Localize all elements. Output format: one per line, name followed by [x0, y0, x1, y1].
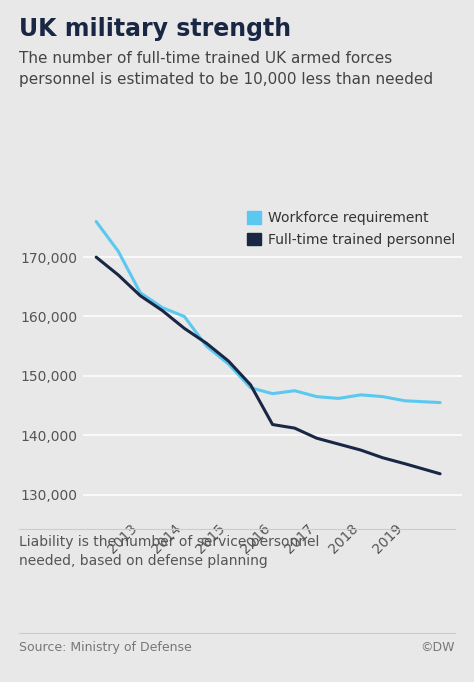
Text: The number of full-time trained UK armed forces
personnel is estimated to be 10,: The number of full-time trained UK armed…: [19, 51, 433, 87]
Text: UK military strength: UK military strength: [19, 17, 291, 41]
Text: Source: Ministry of Defense: Source: Ministry of Defense: [19, 641, 191, 654]
Text: Liability is the number of service personnel
needed, based on defense planning: Liability is the number of service perso…: [19, 535, 319, 568]
Legend: Workforce requirement, Full-time trained personnel: Workforce requirement, Full-time trained…: [247, 211, 455, 247]
Text: ©DW: ©DW: [420, 641, 455, 654]
